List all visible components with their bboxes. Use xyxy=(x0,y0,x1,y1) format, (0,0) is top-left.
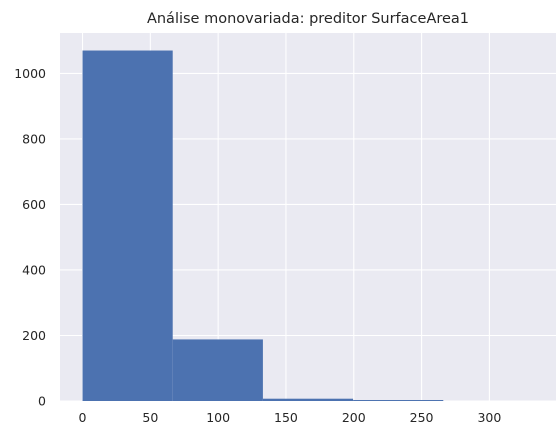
y-tick-label: 0 xyxy=(38,394,46,409)
x-tick-label: 200 xyxy=(342,410,366,425)
y-axis-ticks: 0 200 400 600 800 1000 xyxy=(14,66,46,409)
x-tick-label: 250 xyxy=(410,410,434,425)
x-tick-label: 0 xyxy=(79,410,87,425)
y-tick-label: 200 xyxy=(22,328,46,343)
y-tick-label: 1000 xyxy=(14,66,46,81)
histogram-bars xyxy=(82,50,444,402)
y-tick-label: 400 xyxy=(22,262,46,277)
x-tick-label: 300 xyxy=(477,410,501,425)
y-tick-label: 800 xyxy=(22,131,46,146)
x-tick-label: 50 xyxy=(142,410,158,425)
histogram-bar xyxy=(262,398,354,401)
x-tick-label: 100 xyxy=(206,410,230,425)
x-axis-ticks: 0 50 100 150 200 250 300 xyxy=(79,410,502,425)
histogram-bar xyxy=(172,339,263,401)
histogram-bar xyxy=(353,400,444,401)
y-tick-label: 600 xyxy=(22,197,46,212)
histogram-bar xyxy=(82,50,173,402)
x-tick-label: 150 xyxy=(274,410,298,425)
chart-title: Análise monovariada: preditor SurfaceAre… xyxy=(147,11,469,27)
